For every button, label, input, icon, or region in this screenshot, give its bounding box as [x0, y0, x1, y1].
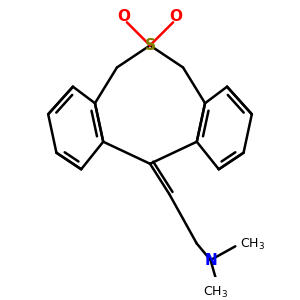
- Text: O: O: [118, 9, 130, 24]
- Text: O: O: [169, 9, 182, 24]
- Text: CH$_3$: CH$_3$: [240, 237, 265, 252]
- Text: CH$_3$: CH$_3$: [203, 285, 229, 300]
- Text: N: N: [204, 253, 217, 268]
- Text: S: S: [145, 38, 155, 53]
